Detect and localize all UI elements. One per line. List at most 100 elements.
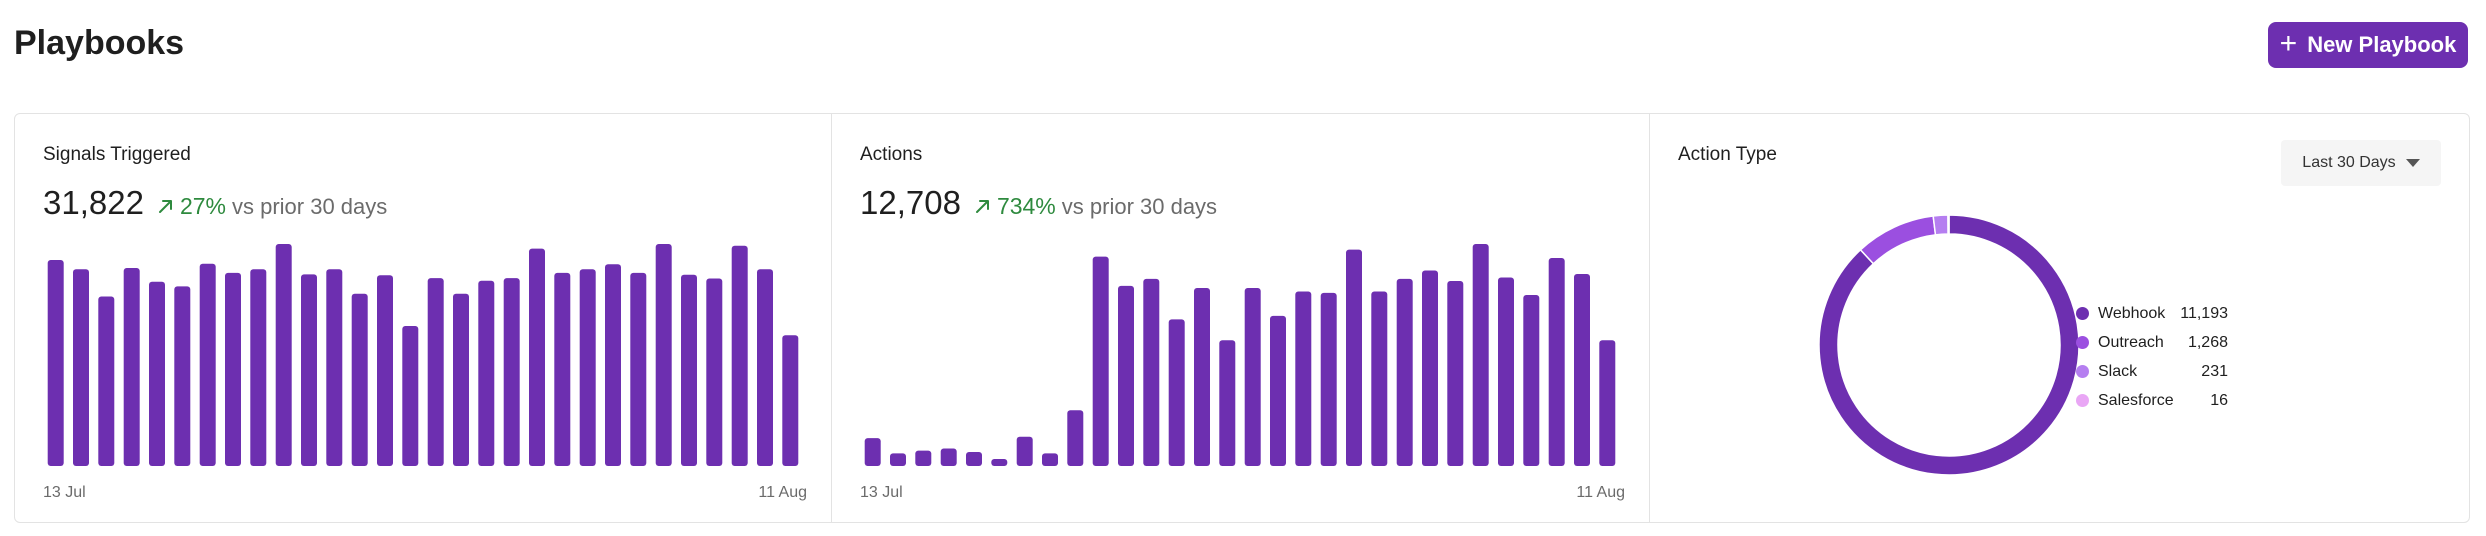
- actions-bar: [1067, 410, 1084, 466]
- actions-bar: [1447, 281, 1464, 466]
- actions-bar: [1244, 288, 1261, 466]
- legend-name: Salesforce: [2098, 391, 2174, 409]
- signals-bar: [427, 278, 444, 466]
- action-type-card: Action Type Last 30 Days Webhook 11,193 Ou…: [1649, 114, 2469, 522]
- signals-bar: [402, 326, 419, 466]
- signals-bar: [123, 268, 140, 466]
- trend-up-icon: [975, 200, 989, 213]
- signals-bar: [605, 264, 621, 466]
- signals-bar: [47, 260, 64, 466]
- signals-value: 31,822: [43, 184, 144, 221]
- signals-bar: [98, 296, 115, 466]
- actions-bar: [1295, 291, 1312, 466]
- signals-card: Signals Triggered 31,822 27% vs prior 30…: [15, 114, 831, 522]
- signals-x-end: 11 Aug: [758, 484, 807, 501]
- actions-bar: [1346, 249, 1362, 466]
- signals-bar: [681, 274, 697, 466]
- actions-title: Actions: [860, 144, 923, 165]
- donut-slice-outreach: [1859, 215, 1937, 265]
- signals-bar: [706, 278, 723, 466]
- signals-bar: [351, 293, 368, 466]
- signals-bar: [225, 272, 241, 466]
- actions-bar: [1523, 295, 1540, 466]
- actions-bar-chart: [864, 244, 1616, 466]
- signals-title: Signals Triggered: [43, 144, 191, 165]
- actions-bar: [1320, 292, 1337, 466]
- signals-bar: [326, 269, 343, 466]
- chevron-down-icon: [2405, 159, 2420, 167]
- actions-bar: [1270, 315, 1286, 466]
- actions-bar: [1599, 340, 1616, 466]
- actions-bar: [915, 450, 932, 466]
- signals-bar: [377, 275, 393, 466]
- actions-bar: [966, 452, 982, 466]
- donut-slice-slack: [1932, 214, 1949, 236]
- legend-item-slack: Slack 231: [2076, 357, 2228, 386]
- actions-bar: [1168, 319, 1185, 466]
- actions-bar: [940, 448, 957, 466]
- metrics-cards: Signals Triggered 31,822 27% vs prior 30…: [14, 113, 2470, 523]
- signals-bar: [782, 335, 799, 466]
- legend-dot: [2076, 365, 2089, 378]
- signals-bar: [478, 280, 495, 466]
- signals-bar: [630, 272, 647, 466]
- signals-metric: 31,822 27% vs prior 30 days: [43, 184, 387, 222]
- action-type-donut: [1818, 214, 2080, 476]
- signals-bar-chart: [47, 244, 799, 466]
- signals-bar: [174, 286, 191, 466]
- actions-x-end: 11 Aug: [1576, 484, 1625, 501]
- actions-metric: 12,708 734% vs prior 30 days: [860, 184, 1217, 222]
- legend-name: Outreach: [2098, 333, 2164, 351]
- actions-value: 12,708: [860, 184, 961, 221]
- signals-bar: [453, 293, 469, 466]
- legend-value: 11,193: [2180, 304, 2228, 322]
- actions-bar: [864, 438, 881, 466]
- date-range-dropdown[interactable]: Last 30 Days: [2281, 140, 2441, 186]
- actions-bar: [890, 453, 906, 466]
- legend-item-webhook: Webhook 11,193: [2076, 299, 2228, 328]
- legend-value: 16: [2210, 391, 2228, 409]
- signals-bar: [655, 244, 672, 466]
- legend-value: 231: [2201, 362, 2228, 380]
- signals-bar: [554, 272, 571, 466]
- new-playbook-button[interactable]: + New Playbook: [2268, 22, 2468, 68]
- actions-bar: [1472, 244, 1489, 466]
- signals-bar: [199, 263, 216, 466]
- signals-bar: [250, 269, 267, 466]
- legend-dot: [2076, 336, 2089, 349]
- signals-bar: [503, 278, 520, 466]
- date-range-label: Last 30 Days: [2302, 154, 2396, 171]
- actions-bar: [1498, 277, 1514, 466]
- signals-bar: [757, 269, 773, 466]
- actions-card: Actions 12,708 734% vs prior 30 days 13 …: [831, 114, 1649, 522]
- signals-trend-vs: vs prior 30 days: [231, 194, 388, 219]
- actions-bar: [1574, 274, 1590, 466]
- signals-x-start: 13 Jul: [43, 484, 86, 501]
- actions-bar: [1548, 258, 1565, 466]
- signals-bar: [73, 269, 89, 466]
- actions-bar: [1371, 291, 1388, 466]
- donut-slice-webhook: [1818, 214, 2080, 476]
- legend-name: Slack: [2098, 362, 2138, 380]
- signals-bar: [579, 269, 596, 466]
- actions-x-start: 13 Jul: [860, 484, 903, 501]
- legend-item-salesforce: Salesforce 16: [2076, 386, 2228, 415]
- actions-bar: [1118, 285, 1134, 466]
- donut-slice-salesforce: [1947, 214, 1950, 235]
- legend-item-outreach: Outreach 1,268: [2076, 328, 2228, 357]
- actions-bar: [1016, 436, 1033, 466]
- signals-bar: [731, 245, 748, 466]
- actions-bar: [1422, 270, 1438, 466]
- page-title: Playbooks: [14, 24, 185, 62]
- plus-icon: +: [2279, 26, 2298, 60]
- legend-dot: [2076, 307, 2089, 320]
- signals-bar: [301, 274, 317, 466]
- trend-up-icon: [158, 200, 172, 213]
- actions-bar: [1396, 278, 1413, 466]
- actions-bar: [1143, 278, 1160, 466]
- signals-bar: [529, 248, 545, 466]
- actions-bar: [1042, 453, 1058, 466]
- action-type-title: Action Type: [1678, 144, 1777, 165]
- legend-dot: [2076, 394, 2089, 407]
- actions-trend-vs: vs prior 30 days: [1061, 194, 1218, 219]
